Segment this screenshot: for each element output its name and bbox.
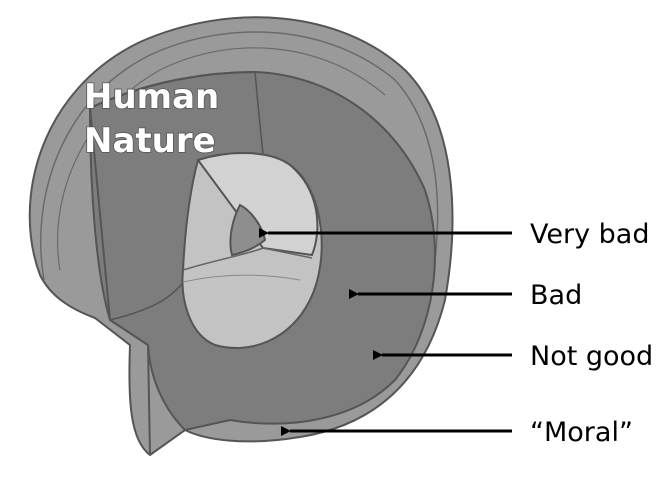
core-layer (229, 203, 267, 257)
inner-top-face (196, 152, 319, 257)
crust-outline-arc (40, 31, 439, 296)
label-bad: Bad (530, 280, 582, 311)
label-very-bad: Very bad (530, 219, 649, 250)
diagram-title-line-2: Nature (84, 121, 216, 161)
label-moral: “Moral” (530, 417, 633, 448)
inner-layer-group (181, 152, 323, 349)
inner-seam-b (182, 274, 301, 283)
crust-outline-arc-2 (56, 47, 386, 271)
cutaway-edge-left (89, 107, 151, 456)
diagram-title-line-1: Human (84, 77, 219, 117)
label-not-good: Not good (530, 341, 653, 372)
cutaway-edge-top (89, 71, 256, 109)
mantle-seam-2 (109, 279, 186, 321)
inner-seam-a (182, 247, 313, 271)
